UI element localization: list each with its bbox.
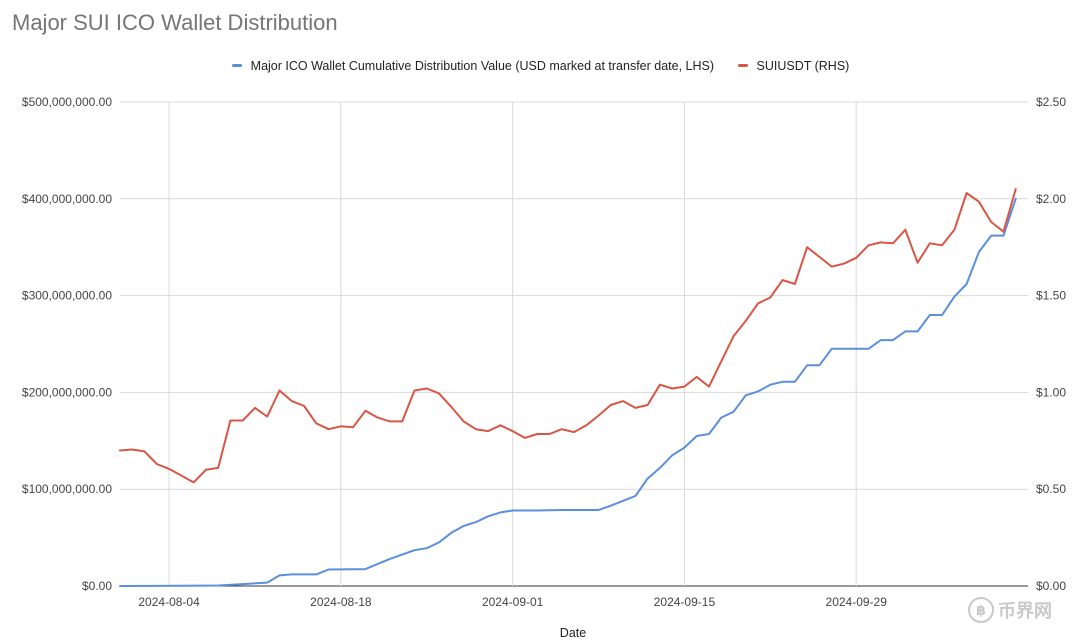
right-axis-ticks: $0.00 $0.50 $1.00 $1.50 $2.00 $2.50	[1036, 95, 1066, 593]
x-tick-label: 2024-08-18	[310, 595, 372, 609]
y-left-tick-label: $0.00	[82, 579, 112, 593]
y-right-tick-label: $1.00	[1036, 385, 1066, 399]
y-left-tick-label: $200,000,000.00	[22, 385, 112, 399]
y-right-tick-label: $2.00	[1036, 192, 1066, 206]
x-tick-label: 2024-08-04	[138, 595, 200, 609]
legend-swatch-suiusdt	[737, 64, 748, 67]
x-axis-title: Date	[560, 626, 586, 640]
y-left-tick-label: $400,000,000.00	[22, 192, 112, 206]
x-tick-label: 2024-09-15	[654, 595, 716, 609]
suiusdt-series-line	[119, 188, 1017, 484]
y-left-tick-label: $100,000,000.00	[22, 482, 112, 496]
series-lines	[119, 188, 1017, 587]
y-right-tick-label: $1.50	[1036, 289, 1066, 303]
watermark-text: 币界网	[998, 601, 1052, 621]
legend-item-suiusdt: SUIUSDT (RHS)	[737, 58, 850, 73]
left-axis-ticks: $0.00 $100,000,000.00 $200,000,000.00 $300,…	[22, 95, 112, 593]
watermark: ฿ 币界网	[968, 597, 1052, 623]
x-tick-label: 2024-09-29	[826, 595, 888, 609]
grid-lines	[120, 101, 1028, 587]
legend-label-distribution: Major ICO Wallet Cumulative Distribution…	[250, 58, 715, 73]
y-right-tick-label: $0.50	[1036, 482, 1066, 496]
x-tick-label: 2024-09-01	[482, 595, 544, 609]
chart-legend: Major ICO Wallet Cumulative Distribution…	[0, 56, 1081, 73]
chart-title: Major SUI ICO Wallet Distribution	[12, 10, 338, 35]
distribution-series-line	[119, 197, 1017, 587]
x-axis-ticks: 2024-08-04 2024-08-18 2024-09-01 2024-09-15…	[138, 595, 887, 609]
y-right-tick-label: $2.50	[1036, 95, 1066, 109]
legend-item-distribution: Major ICO Wallet Cumulative Distribution…	[231, 58, 715, 73]
legend-label-suiusdt: SUIUSDT (RHS)	[756, 58, 850, 73]
y-right-tick-label: $0.00	[1036, 579, 1066, 593]
coin-icon: ฿	[968, 597, 994, 623]
y-left-tick-label: $300,000,000.00	[22, 289, 112, 303]
y-left-tick-label: $500,000,000.00	[22, 95, 112, 109]
legend-swatch-distribution	[231, 64, 242, 67]
